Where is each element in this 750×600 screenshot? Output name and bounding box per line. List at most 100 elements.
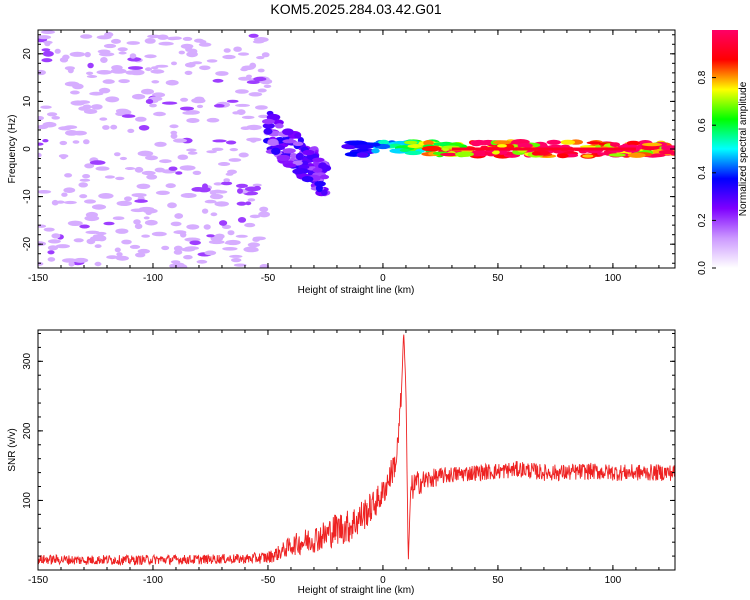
- heatmap-cell: [141, 170, 156, 176]
- heatmap-cell: [82, 174, 91, 179]
- heatmap-cell: [556, 153, 569, 159]
- heatmap-cell: [404, 150, 422, 156]
- heatmap-cell: [41, 58, 53, 63]
- heatmap-cell: [41, 48, 51, 52]
- heatmap-cell: [423, 140, 434, 146]
- heatmap-cell: [211, 147, 224, 151]
- heatmap-cell: [83, 109, 98, 114]
- heatmap-cell: [222, 54, 236, 60]
- heatmap-cell: [78, 182, 88, 188]
- heatmap-cell: [56, 200, 65, 204]
- heatmap-cell: [159, 159, 172, 164]
- heatmap-cell: [314, 181, 326, 187]
- heatmap-cell: [245, 201, 252, 206]
- heatmap-cell: [198, 42, 212, 47]
- heatmap-cell: [94, 244, 102, 249]
- heatmap-cell: [73, 238, 84, 243]
- heatmap-cell: [282, 128, 294, 136]
- heatmap-cell: [144, 54, 157, 59]
- heatmap-cell: [626, 140, 641, 146]
- heatmap-cell: [180, 106, 194, 111]
- heatmap-cell: [204, 199, 217, 204]
- heatmap-cell: [42, 50, 54, 57]
- heatmap-cell: [610, 142, 620, 148]
- heatmap-cell: [215, 71, 229, 76]
- heatmap-cell: [54, 48, 61, 54]
- heatmap-cell: [43, 40, 53, 45]
- snr-frame: [37, 329, 676, 571]
- heatmap-cell: [64, 66, 75, 71]
- heatmap-cell: [181, 247, 196, 252]
- heatmap-cell: [150, 69, 165, 74]
- heatmap-cell: [222, 247, 238, 251]
- heatmap-cell: [124, 167, 136, 170]
- heatmap-cell: [141, 234, 151, 238]
- heatmap-cell: [173, 249, 183, 255]
- heatmap-cell: [178, 264, 188, 268]
- heatmap-cell: [213, 182, 223, 186]
- heatmap-cell: [627, 152, 646, 158]
- heatmap-cell: [38, 142, 44, 146]
- colorbar-tick-label: 0.2: [697, 213, 708, 227]
- heatmap-cell: [206, 150, 217, 154]
- x-tick-label: -100: [143, 575, 163, 586]
- heatmap-cell: [531, 151, 541, 156]
- heatmap-cell: [252, 40, 265, 44]
- heatmap-cell: [68, 261, 75, 267]
- heatmap-cell: [247, 198, 256, 202]
- heatmap-cell: [174, 213, 184, 219]
- heatmap-cell: [63, 200, 77, 205]
- heatmap-cell: [262, 118, 275, 125]
- heatmap-cell: [257, 88, 267, 93]
- heatmap-cell: [258, 211, 270, 218]
- heatmap-cell: [189, 240, 201, 246]
- heatmap-cell: [38, 190, 52, 194]
- heatmap-cell: [276, 154, 291, 162]
- y-tick-label: -10: [22, 189, 33, 204]
- heatmap-cell: [249, 62, 257, 69]
- heatmap-cell: [129, 53, 137, 59]
- heatmap-cell: [255, 105, 268, 110]
- heatmap-cell: [651, 153, 666, 158]
- heatmap-cell: [219, 220, 228, 226]
- heatmap-cell: [235, 234, 248, 238]
- heatmap-cell: [72, 83, 84, 90]
- heatmap-cell: [86, 75, 98, 78]
- heatmap-cell: [206, 117, 220, 123]
- heatmap-cell: [114, 247, 121, 253]
- heatmap-cell: [118, 109, 132, 116]
- heatmap-cell: [257, 68, 265, 73]
- heatmap-cell: [165, 183, 176, 189]
- heatmap-cell: [114, 152, 121, 157]
- heatmap-cell: [256, 56, 265, 60]
- heatmap-cell: [155, 190, 170, 195]
- heatmap-cell: [517, 142, 533, 149]
- heatmap-cell: [91, 204, 107, 210]
- heatmap-cell: [312, 157, 325, 162]
- heatmap-cell: [177, 154, 189, 160]
- heatmap-cell: [180, 193, 197, 198]
- heatmap-cell: [282, 148, 296, 154]
- heatmap-cell: [169, 124, 179, 129]
- heatmap-cell: [248, 92, 263, 97]
- heatmap-cell: [119, 156, 127, 161]
- heatmap-cell: [253, 185, 261, 191]
- snr-plot: [38, 334, 675, 567]
- heatmap-cell: [173, 230, 187, 235]
- heatmap-cell: [85, 211, 98, 218]
- heatmap-cell: [63, 187, 76, 193]
- heatmap-cell: [40, 105, 52, 109]
- y-tick-label: 300: [22, 353, 33, 370]
- heatmap-cell: [135, 252, 146, 258]
- heatmap-cell: [73, 257, 89, 263]
- heatmap-cell: [204, 250, 217, 256]
- heatmap-cell: [182, 36, 193, 41]
- heatmap-cell: [152, 92, 166, 98]
- heatmap-cell: [235, 89, 249, 94]
- heatmap-cell: [225, 140, 237, 145]
- heatmap-cell: [235, 103, 250, 107]
- heatmap-cell: [138, 125, 150, 131]
- heatmap-cell: [98, 193, 114, 199]
- heatmap-cell: [319, 174, 330, 180]
